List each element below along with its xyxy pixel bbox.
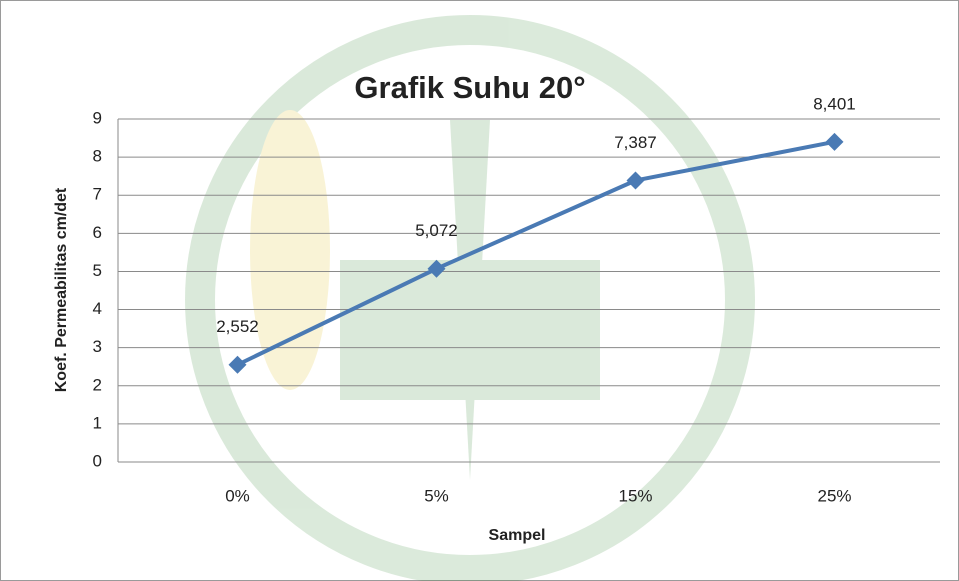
chart-title: Grafik Suhu 20° xyxy=(354,70,585,105)
watermark-ring xyxy=(185,15,755,581)
y-tick-label: 8 xyxy=(93,147,102,166)
x-tick-label: 5% xyxy=(424,486,449,505)
x-tick-label: 15% xyxy=(618,486,652,505)
y-tick-label: 2 xyxy=(93,375,102,394)
data-label: 2,552 xyxy=(216,317,259,336)
y-tick-label: 9 xyxy=(93,108,102,127)
y-tick-label: 5 xyxy=(93,261,102,280)
y-tick-label: 7 xyxy=(93,185,102,204)
watermark-leaf xyxy=(250,110,330,390)
y-tick-label: 6 xyxy=(93,223,102,242)
data-point xyxy=(427,259,446,278)
data-label: 7,387 xyxy=(614,133,657,152)
watermark xyxy=(185,15,755,581)
series-line xyxy=(236,139,835,367)
y-tick-label: 0 xyxy=(93,451,102,470)
data-label: 5,072 xyxy=(415,221,458,240)
data-point xyxy=(825,132,844,151)
data-point xyxy=(626,171,645,190)
y-tick-label: 3 xyxy=(93,337,102,356)
x-tick-label: 0% xyxy=(225,486,250,505)
data-point xyxy=(228,355,247,374)
y-axis-label: Koef. Permeabilitas cm/det xyxy=(53,187,70,392)
x-tick-label: 25% xyxy=(817,486,851,505)
y-tick-label: 4 xyxy=(93,299,102,318)
y-tick-label: 1 xyxy=(93,413,102,432)
watermark-spire xyxy=(450,120,490,480)
watermark-book xyxy=(340,260,600,400)
data-label: 8,401 xyxy=(813,94,856,113)
x-axis-label: Sampel xyxy=(489,527,546,544)
